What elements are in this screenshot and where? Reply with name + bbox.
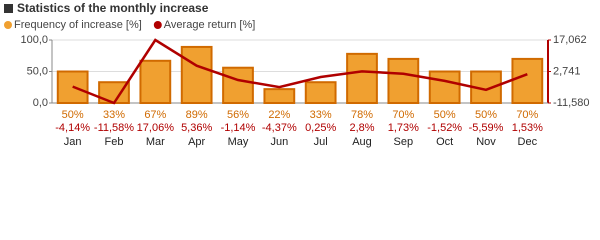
bar-value-label: 22% [268, 109, 290, 121]
line-value-label: -4,14% [55, 122, 90, 134]
line-value-label: 0,25% [305, 122, 336, 134]
bar-value-label: 33% [310, 109, 332, 121]
bar [428, 70, 461, 104]
bar [263, 88, 296, 104]
y-tick-label: 100,0 [20, 34, 48, 46]
line-value-label: 17,06% [137, 122, 175, 134]
bar [346, 52, 378, 104]
line-value-label: -4,37% [262, 122, 297, 134]
bar [387, 57, 420, 104]
bar-value-label: 89% [186, 109, 208, 121]
bar-value-label: 67% [144, 109, 166, 121]
y-tick-label: 0,0 [33, 97, 48, 109]
legend-label: Average return [%] [164, 19, 256, 31]
bar-value-label: 50% [62, 109, 84, 121]
x-tick-label: Nov [476, 136, 496, 148]
x-tick-label: Apr [188, 136, 205, 148]
bar-value-label: 50% [434, 109, 456, 121]
y-tick-label: 50,0 [27, 65, 48, 77]
x-tick-label: Oct [436, 136, 453, 148]
x-tick-label: Jun [270, 136, 288, 148]
bar [511, 57, 544, 104]
x-tick-label: May [228, 136, 249, 148]
line-value-label: 1,73% [388, 122, 419, 134]
x-tick-label: Feb [105, 136, 124, 148]
bar [304, 81, 337, 104]
line-value-label: 5,36% [181, 122, 212, 134]
bar [139, 59, 172, 104]
title-icon [4, 4, 13, 13]
line-value-label: -1,52% [427, 122, 462, 134]
page: Statistics of the monthly increase Frequ… [4, 1, 590, 148]
bar-value-label: 70% [516, 109, 538, 121]
bar [180, 45, 213, 104]
line [72, 38, 528, 105]
x-tick-label: Mar [146, 136, 165, 148]
x-tick-label: Jul [314, 136, 328, 148]
bar-value-label: 56% [227, 109, 249, 121]
y2-tick-label: 2,741 [553, 65, 581, 77]
y2-tick-label: 17,062 [553, 34, 587, 46]
x-tick-label: Jan [64, 136, 82, 148]
legend-marker [153, 21, 162, 29]
bar [222, 66, 254, 104]
bar-value-label: 33% [103, 109, 125, 121]
legend-label: Frequency of increase [%] [14, 19, 142, 31]
x-tick-label: Aug [352, 136, 372, 148]
x-tick-label: Dec [518, 136, 538, 148]
line-value-label: 1,53% [512, 122, 543, 134]
line-value-label: 2,8% [349, 122, 374, 134]
line-value-label: -1,14% [221, 122, 256, 134]
bar-value-label: 78% [351, 109, 373, 121]
bar-value-label: 70% [392, 109, 414, 121]
x-tick-label: Sep [394, 136, 414, 148]
chart-title: Statistics of the monthly increase [17, 1, 209, 15]
y2-tick-label: -11,580 [553, 97, 590, 109]
legend-marker [4, 21, 12, 29]
line-value-label: -11,58% [94, 122, 134, 134]
chart: Statistics of the monthly increase Frequ… [4, 1, 590, 148]
bar-value-label: 50% [475, 109, 497, 121]
line-value-label: -5,59% [469, 122, 504, 134]
